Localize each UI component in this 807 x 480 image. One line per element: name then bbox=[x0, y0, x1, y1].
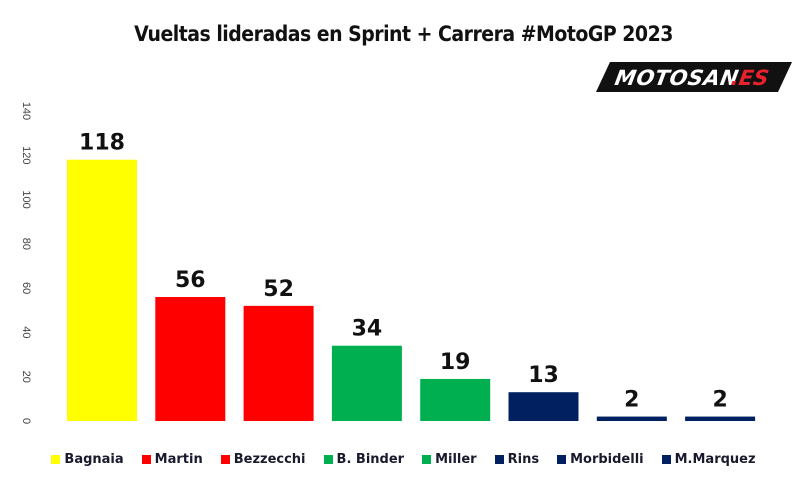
y-tick-label: 60 bbox=[20, 282, 32, 294]
bar-bagnaia bbox=[67, 159, 137, 421]
legend-item: Miller bbox=[422, 452, 477, 467]
legend-swatch bbox=[422, 455, 432, 464]
legend-item: Rins bbox=[494, 452, 540, 467]
data-label: 52 bbox=[263, 277, 294, 302]
legend-swatch bbox=[323, 455, 333, 464]
data-label: 13 bbox=[528, 363, 559, 388]
logo-background bbox=[596, 62, 792, 92]
y-tick-label: 100 bbox=[20, 190, 32, 208]
motosan-logo: MOTOSAN .ES bbox=[596, 62, 792, 92]
bars bbox=[67, 159, 756, 421]
bar-martin bbox=[155, 297, 226, 421]
chart-title: Vueltas lideradas en Sprint + Carrera #M… bbox=[134, 22, 673, 46]
legend-item: M.Marquez bbox=[661, 452, 756, 467]
legend-swatch bbox=[51, 455, 61, 464]
y-axis: 0 20 40 60 80 100 120 140 bbox=[20, 102, 32, 424]
legend-label: Martin bbox=[154, 452, 203, 467]
legend-label: Miller bbox=[435, 452, 477, 467]
y-tick-label: 40 bbox=[20, 326, 32, 338]
data-label: 19 bbox=[440, 350, 471, 375]
legend-swatch bbox=[494, 455, 504, 464]
data-label: 2 bbox=[712, 388, 727, 413]
y-tick-label: 120 bbox=[20, 146, 32, 164]
legend-label: Rins bbox=[507, 452, 540, 467]
legend-swatch bbox=[141, 455, 151, 464]
bar-bezzecchi bbox=[243, 305, 314, 421]
data-labels: 118 56 52 34 19 13 2 2 bbox=[79, 131, 728, 413]
legend-swatch bbox=[220, 455, 230, 464]
y-tick-label: 0 bbox=[20, 418, 32, 424]
legend-item: Martin bbox=[141, 452, 203, 467]
bar-m-marquez bbox=[685, 416, 756, 421]
y-tick-label: 140 bbox=[20, 102, 32, 120]
legend: Bagnaia Martin Bezzecchi B. Binder Miller Rin… bbox=[0, 452, 807, 467]
legend-item: Morbidelli bbox=[557, 452, 644, 467]
bar-morbidelli bbox=[596, 416, 667, 421]
data-label: 56 bbox=[175, 268, 206, 293]
bar-rins bbox=[508, 392, 579, 421]
legend-item: Bagnaia bbox=[51, 452, 124, 467]
legend-item: Bezzecchi bbox=[220, 452, 306, 467]
legend-label: M.Marquez bbox=[674, 452, 756, 467]
logo-text-main: MOTOSAN bbox=[613, 65, 741, 90]
legend-item: B. Binder bbox=[323, 452, 405, 467]
legend-swatch bbox=[661, 455, 671, 464]
data-label: 34 bbox=[352, 317, 383, 342]
bar-miller bbox=[420, 378, 491, 421]
bar-b-binder bbox=[331, 345, 402, 421]
data-label: 2 bbox=[624, 388, 639, 413]
logo-text-suffix: .ES bbox=[729, 65, 771, 90]
y-tick-label: 80 bbox=[20, 238, 32, 250]
legend-swatch bbox=[557, 455, 567, 464]
data-label: 118 bbox=[79, 131, 125, 156]
y-tick-label: 20 bbox=[20, 371, 32, 383]
legend-label: Bagnaia bbox=[64, 452, 124, 467]
legend-label: Morbidelli bbox=[570, 452, 644, 467]
legend-label: B. Binder bbox=[336, 452, 405, 467]
legend-label: Bezzecchi bbox=[233, 452, 306, 467]
